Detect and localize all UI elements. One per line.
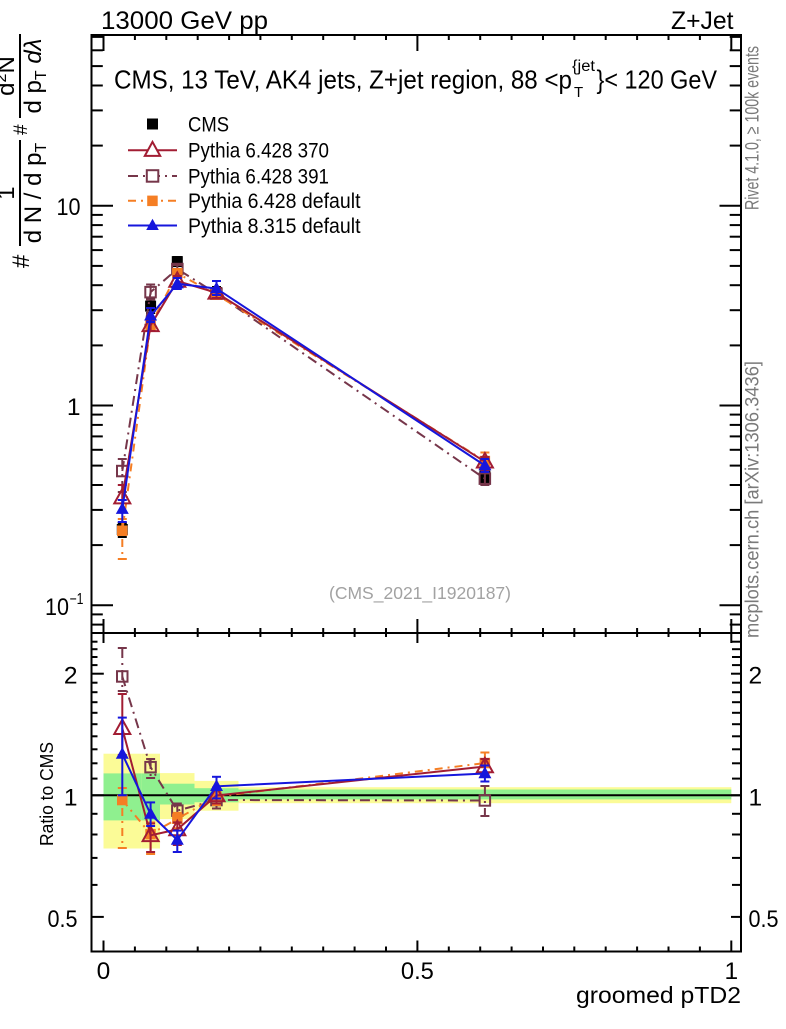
svg-text:0.5: 0.5 xyxy=(749,906,779,933)
svg-text:−1: −1 xyxy=(70,591,84,608)
svg-text:2: 2 xyxy=(749,663,763,690)
svg-text:Pythia 6.428 391: Pythia 6.428 391 xyxy=(188,165,329,188)
svg-text:Z+Jet: Z+Jet xyxy=(671,7,734,35)
svg-text:0: 0 xyxy=(97,958,111,985)
svg-text:#: # xyxy=(11,124,32,135)
svg-text:13000 GeV pp: 13000 GeV pp xyxy=(101,7,268,35)
svg-text:1: 1 xyxy=(64,784,78,811)
svg-text:mcplots.cern.ch [arXiv:1306.34: mcplots.cern.ch [arXiv:1306.3436] xyxy=(743,361,764,638)
svg-text:}< 120 GeV: }< 120 GeV xyxy=(597,65,718,95)
svg-text:#: # xyxy=(8,254,35,268)
svg-text:{jet: {jet xyxy=(572,58,596,75)
svg-text:10: 10 xyxy=(45,594,69,621)
svg-text:1: 1 xyxy=(0,186,20,199)
svg-text:(CMS_2021_I1920187): (CMS_2021_I1920187) xyxy=(329,583,511,604)
svg-text:d N / d pT: d N / d pT xyxy=(20,143,50,244)
svg-text:CMS: CMS xyxy=(188,113,229,136)
svg-text:2: 2 xyxy=(64,663,78,690)
svg-text:1: 1 xyxy=(749,784,763,811)
svg-text:0.5: 0.5 xyxy=(48,906,78,933)
svg-text:Pythia 6.428 default: Pythia 6.428 default xyxy=(188,190,361,213)
svg-text:CMS, 13 TeV, AK4 jets, Z+jet r: CMS, 13 TeV, AK4 jets, Z+jet region, 88 … xyxy=(114,65,572,95)
svg-text:1: 1 xyxy=(67,394,81,421)
svg-text:Ratio to CMS: Ratio to CMS xyxy=(37,742,57,846)
svg-text:0.5: 0.5 xyxy=(401,958,434,985)
svg-text:10: 10 xyxy=(57,194,81,221)
svg-text:groomed pTD2: groomed pTD2 xyxy=(576,982,741,1008)
svg-text:1: 1 xyxy=(724,958,738,985)
svg-text:Pythia 8.315 default: Pythia 8.315 default xyxy=(188,215,361,238)
svg-text:T: T xyxy=(574,84,583,101)
svg-text:Pythia 6.428 370: Pythia 6.428 370 xyxy=(188,140,329,163)
svg-text:Rivet 4.1.0, ≥ 100k events: Rivet 4.1.0, ≥ 100k events xyxy=(743,46,764,210)
